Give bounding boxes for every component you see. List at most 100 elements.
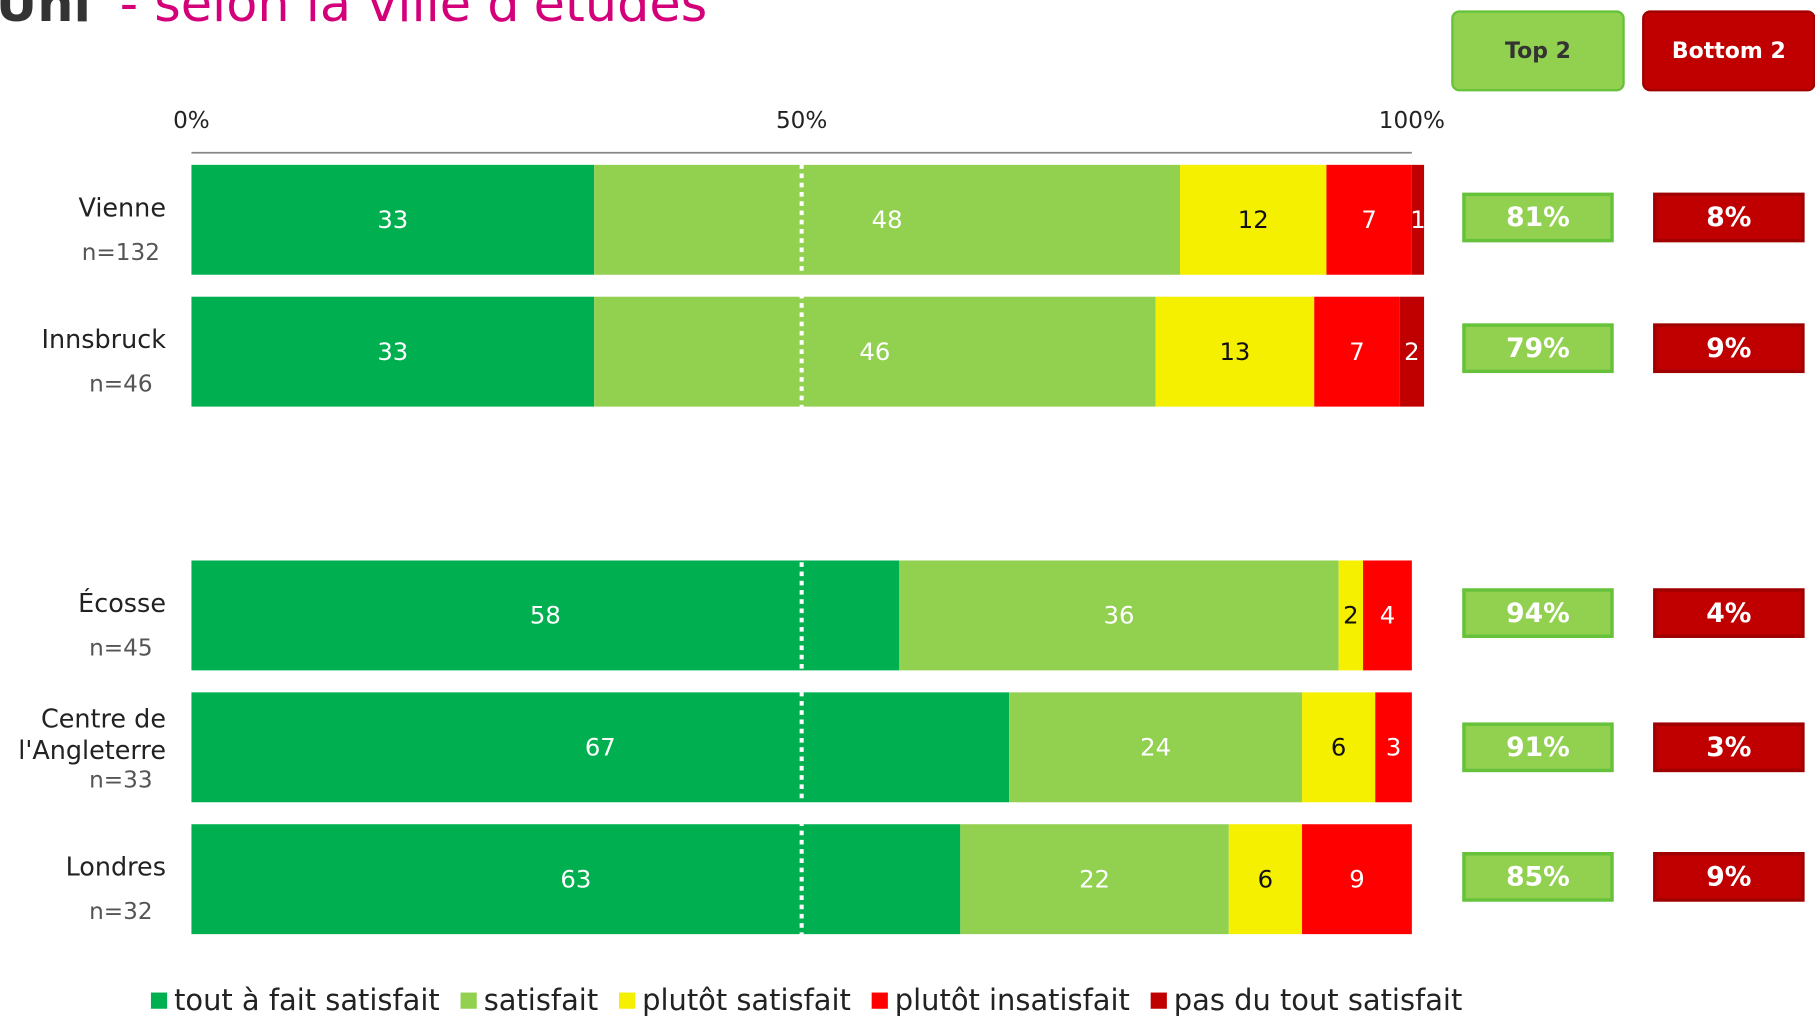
- bar-value-label: 48: [872, 205, 903, 234]
- bar-value-label: 7: [1361, 205, 1376, 234]
- bar-segment: [191, 296, 595, 407]
- bar-segment: [1363, 560, 1412, 671]
- bar-segment: [191, 824, 961, 935]
- top2-value-label: 81%: [1506, 202, 1570, 233]
- bar-segment: [1399, 296, 1425, 407]
- legend-label: tout à fait satisfait: [174, 983, 440, 1017]
- bar-value-label: 6: [1331, 732, 1346, 761]
- top2-value-label: 91%: [1506, 732, 1570, 763]
- bar-segment: [1375, 692, 1412, 803]
- top2-header-label-box: Top 2: [1505, 37, 1571, 64]
- category-label-box: Vienne: [78, 193, 166, 223]
- top2-value-box: [1462, 588, 1614, 638]
- bar-segment: [1179, 164, 1327, 275]
- bottom2-value-box: [1653, 588, 1805, 638]
- bottom2-value-label: 8%: [1706, 202, 1751, 233]
- sample-size: n=32: [89, 899, 152, 925]
- legend-swatch: [871, 992, 888, 1009]
- bar-value-label: 3: [1386, 732, 1401, 761]
- bar-value-label: 1: [1410, 205, 1425, 234]
- legend-label: plutôt satisfait: [642, 983, 851, 1017]
- bar-segment: [1228, 824, 1303, 935]
- x-tick-label: 50%: [776, 108, 827, 134]
- bottom2-value-label: 9%: [1706, 333, 1751, 364]
- bar-value-label: 33: [377, 205, 408, 234]
- top2-value-box: [1462, 323, 1614, 374]
- chart-title: - selon la ville d'études: [120, 0, 708, 34]
- top2-header: [1451, 10, 1625, 92]
- bottom2-value-label: 3%: [1706, 732, 1751, 763]
- bar-segment: [191, 692, 1010, 803]
- category-label: Innsbruck: [41, 325, 166, 355]
- bottom2-header-label: Bottom 2: [1671, 37, 1786, 64]
- legend-swatch: [150, 992, 168, 1009]
- bar-segment: [1009, 692, 1303, 803]
- legend-label: plutôt insatisfait: [895, 983, 1130, 1017]
- bottom2-value-box: [1653, 323, 1805, 374]
- sample-size: n=33: [89, 767, 152, 793]
- bar-value-label: 63: [560, 864, 591, 893]
- top2-value-box: [1462, 851, 1614, 902]
- sample-size: n=132: [82, 240, 160, 266]
- bottom2-value-label: 4%: [1706, 598, 1751, 629]
- bar-value-label: 67: [585, 732, 616, 761]
- category-label-box: Londres: [65, 853, 166, 883]
- category-label-box: Innsbruck: [41, 325, 166, 355]
- bar-value-label: 2: [1404, 337, 1419, 366]
- bar-segment: [1338, 560, 1364, 671]
- legend-label: pas du tout satisfait: [1174, 983, 1462, 1017]
- bar-segment: [1314, 296, 1400, 407]
- chart-title-bold: Uni: [0, 0, 91, 34]
- top2-header-label: Top 2: [1505, 37, 1571, 64]
- bottom2-header: [1642, 10, 1815, 92]
- bar-segment: [1302, 824, 1412, 935]
- category-label: Écosse: [78, 589, 166, 619]
- top2-value-label: 85%: [1506, 862, 1570, 893]
- bar-segment: [960, 824, 1229, 935]
- sample-size: n=45: [89, 635, 152, 661]
- bottom2-header-label-box: Bottom 2: [1671, 37, 1786, 64]
- category-label-box: Centre de l'Angleterre: [18, 705, 166, 766]
- bottom2-value-box: [1653, 722, 1805, 773]
- bar-segment: [1326, 164, 1412, 275]
- bar-value-label: 33: [377, 337, 408, 366]
- bar-segment: [191, 560, 900, 671]
- bar-value-label: 46: [859, 337, 890, 366]
- bar-segment: [1302, 692, 1376, 803]
- bar-segment: [1155, 296, 1315, 407]
- bar-value-label: 9: [1349, 864, 1364, 893]
- bar-value-label: 12: [1238, 205, 1269, 234]
- bar-value-label: 58: [530, 601, 561, 630]
- category-label: Centre de l'Angleterre: [18, 705, 166, 766]
- bar-value-label: 22: [1079, 864, 1110, 893]
- category-label: Londres: [65, 853, 166, 883]
- bar-segment: [594, 296, 1156, 407]
- bottom2-value-label: 9%: [1706, 862, 1751, 893]
- top2-value-label: 94%: [1506, 598, 1570, 629]
- top2-value-box: [1462, 722, 1614, 773]
- bar-segment: [1411, 164, 1425, 275]
- bar-segment: [191, 164, 595, 275]
- bottom2-value-box: [1653, 851, 1805, 902]
- legend-label: satisfait: [484, 983, 598, 1017]
- category-label-box: Écosse: [78, 589, 166, 619]
- x-tick-label: 0%: [173, 108, 210, 134]
- x-tick-label: 100%: [1379, 108, 1445, 134]
- category-label: Vienne: [78, 193, 166, 223]
- legend-swatch: [1150, 992, 1167, 1009]
- bar-segment: [899, 560, 1339, 671]
- bar-value-label: 4: [1380, 601, 1395, 630]
- bar-value-label: 24: [1140, 732, 1171, 761]
- bar-value-label: 36: [1104, 601, 1135, 630]
- legend-swatch: [618, 992, 636, 1009]
- bar-segment: [594, 164, 1180, 275]
- top2-value-box: [1462, 192, 1614, 243]
- sample-size: n=46: [89, 372, 152, 398]
- bar-value-label: 13: [1219, 337, 1250, 366]
- bottom2-value-box: [1653, 192, 1805, 243]
- top2-value-label: 79%: [1506, 333, 1570, 364]
- bar-value-label: 6: [1258, 864, 1273, 893]
- bar-value-label: 7: [1349, 337, 1364, 366]
- legend-swatch: [460, 992, 477, 1009]
